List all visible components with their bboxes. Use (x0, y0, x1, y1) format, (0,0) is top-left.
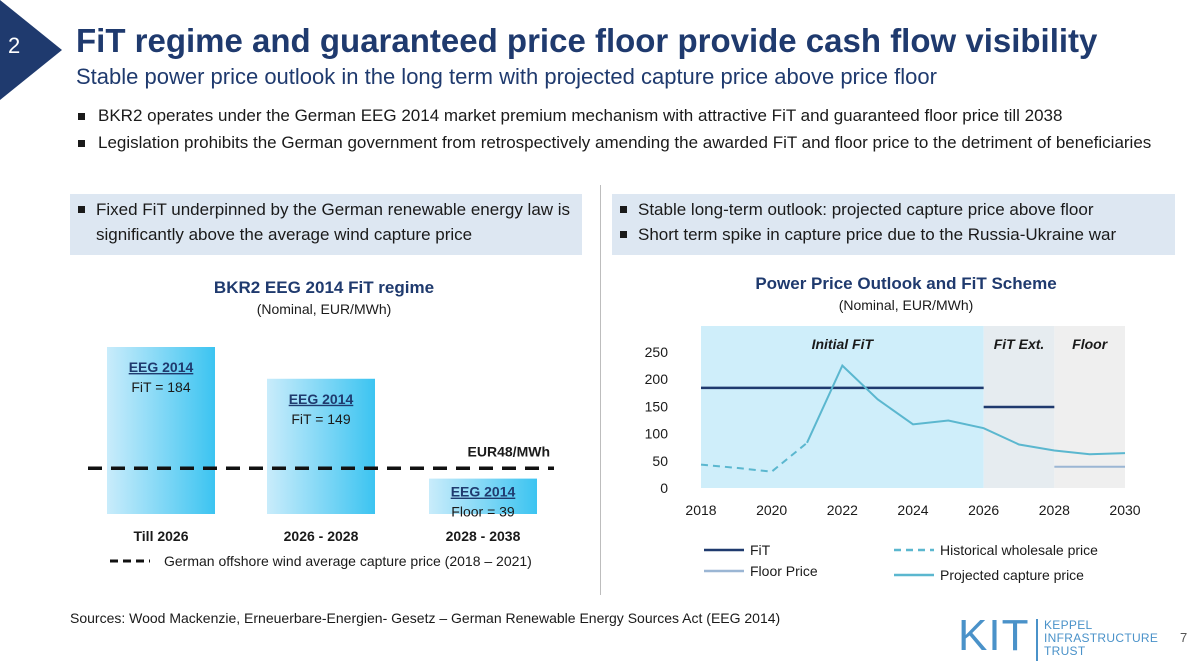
category-label: 2028 - 2038 (446, 528, 521, 544)
price-outlook-chart-title: Power Price Outlook and FiT Scheme (755, 274, 1057, 293)
x-tick-label: 2026 (968, 502, 999, 518)
section-marker (0, 0, 62, 100)
category-label: Till 2026 (133, 528, 188, 544)
page-subtitle: Stable power price outlook in the long t… (76, 64, 937, 89)
fit-regime-chart-title: BKR2 EEG 2014 FiT regime (213, 278, 435, 297)
chart-region (1054, 326, 1125, 488)
y-tick-label: 150 (645, 398, 669, 414)
x-tick-label: 2024 (897, 502, 928, 518)
y-tick-label: 0 (660, 480, 668, 496)
y-tick-label: 200 (645, 371, 669, 387)
bar-label-value: FiT = 184 (131, 379, 190, 395)
fit-regime-bar-chart: EEG 2014 FiT = 184 Till 2026 EEG 2014 FiT = … (88, 347, 554, 569)
left-highlight-box: Fixed FiT underpinned by the German rene… (70, 194, 582, 255)
bar (429, 478, 537, 514)
region-label: Initial FiT (812, 336, 875, 352)
logo-divider (1036, 619, 1038, 661)
category-label: 2026 - 2028 (284, 528, 359, 544)
sources-note: Sources: Wood Mackenzie, Erneuerbare-Ene… (70, 610, 781, 626)
chart-region (701, 326, 984, 488)
right-highlight-box: Stable long-term outlook: projected capt… (612, 194, 1175, 255)
highlight-bullet: Stable long-term outlook: projected capt… (612, 197, 1175, 222)
logo-line: INFRASTRUCTURE (1044, 631, 1159, 645)
region-label: FiT Ext. (994, 336, 1045, 352)
x-tick-label: 2020 (756, 502, 787, 518)
bar (107, 347, 215, 514)
bullet-item: BKR2 operates under the German EEG 2014 … (76, 104, 1166, 128)
fit-regime-chart-unit: (Nominal, EUR/MWh) (256, 301, 392, 317)
x-tick-label: 2022 (827, 502, 858, 518)
kit-logo: KIT KEPPEL INFRASTRUCTURE TRUST (958, 611, 1164, 665)
logo-line: KEPPEL (1044, 618, 1093, 632)
bar-label-value: FiT = 149 (291, 411, 350, 427)
logo-line: TRUST (1044, 644, 1086, 658)
price-outlook-line-chart: Initial FiT FiT Ext. Floor 0 50 100 150 200 250 2… (645, 326, 1141, 583)
x-tick-label: 2030 (1109, 502, 1140, 518)
x-tick-label: 2018 (685, 502, 716, 518)
section-number: 2 (8, 33, 21, 58)
x-tick-label: 2028 (1039, 502, 1070, 518)
reference-line-label: EUR48/MWh (468, 443, 550, 459)
legend-label: Floor Price (750, 563, 818, 579)
series-line (806, 363, 1126, 456)
intro-bullets: BKR2 operates under the German EEG 2014 … (76, 104, 1166, 158)
legend-label: German offshore wind average capture pri… (164, 553, 532, 569)
highlight-bullet: Short term spike in capture price due to… (612, 222, 1175, 247)
legend-label: FiT (750, 542, 771, 558)
logo-text: KEPPEL INFRASTRUCTURE TRUST (1044, 619, 1158, 658)
price-outlook-chart-unit: (Nominal, EUR/MWh) (838, 297, 974, 313)
page-title: FiT regime and guaranteed price floor pr… (76, 22, 1098, 59)
page-number: 7 (1180, 630, 1188, 645)
series-line (700, 442, 808, 473)
bar-label-heading: EEG 2014 (289, 391, 354, 407)
column-divider (600, 185, 601, 595)
bar-label-heading: EEG 2014 (451, 484, 516, 500)
bullet-item: Legislation prohibits the German governm… (76, 131, 1166, 155)
y-tick-label: 50 (652, 453, 668, 469)
bar (267, 378, 375, 514)
bar-label-heading: EEG 2014 (129, 359, 194, 375)
bar-label-value: Floor = 39 (451, 504, 515, 520)
y-tick-label: 100 (645, 426, 669, 442)
legend-label: Historical wholesale price (940, 542, 1098, 558)
y-tick-label: 250 (645, 344, 669, 360)
highlight-bullet: Fixed FiT underpinned by the German rene… (70, 197, 582, 247)
region-label: Floor (1072, 336, 1109, 352)
legend-label: Projected capture price (940, 567, 1084, 583)
logo-mark: KIT (958, 611, 1030, 660)
